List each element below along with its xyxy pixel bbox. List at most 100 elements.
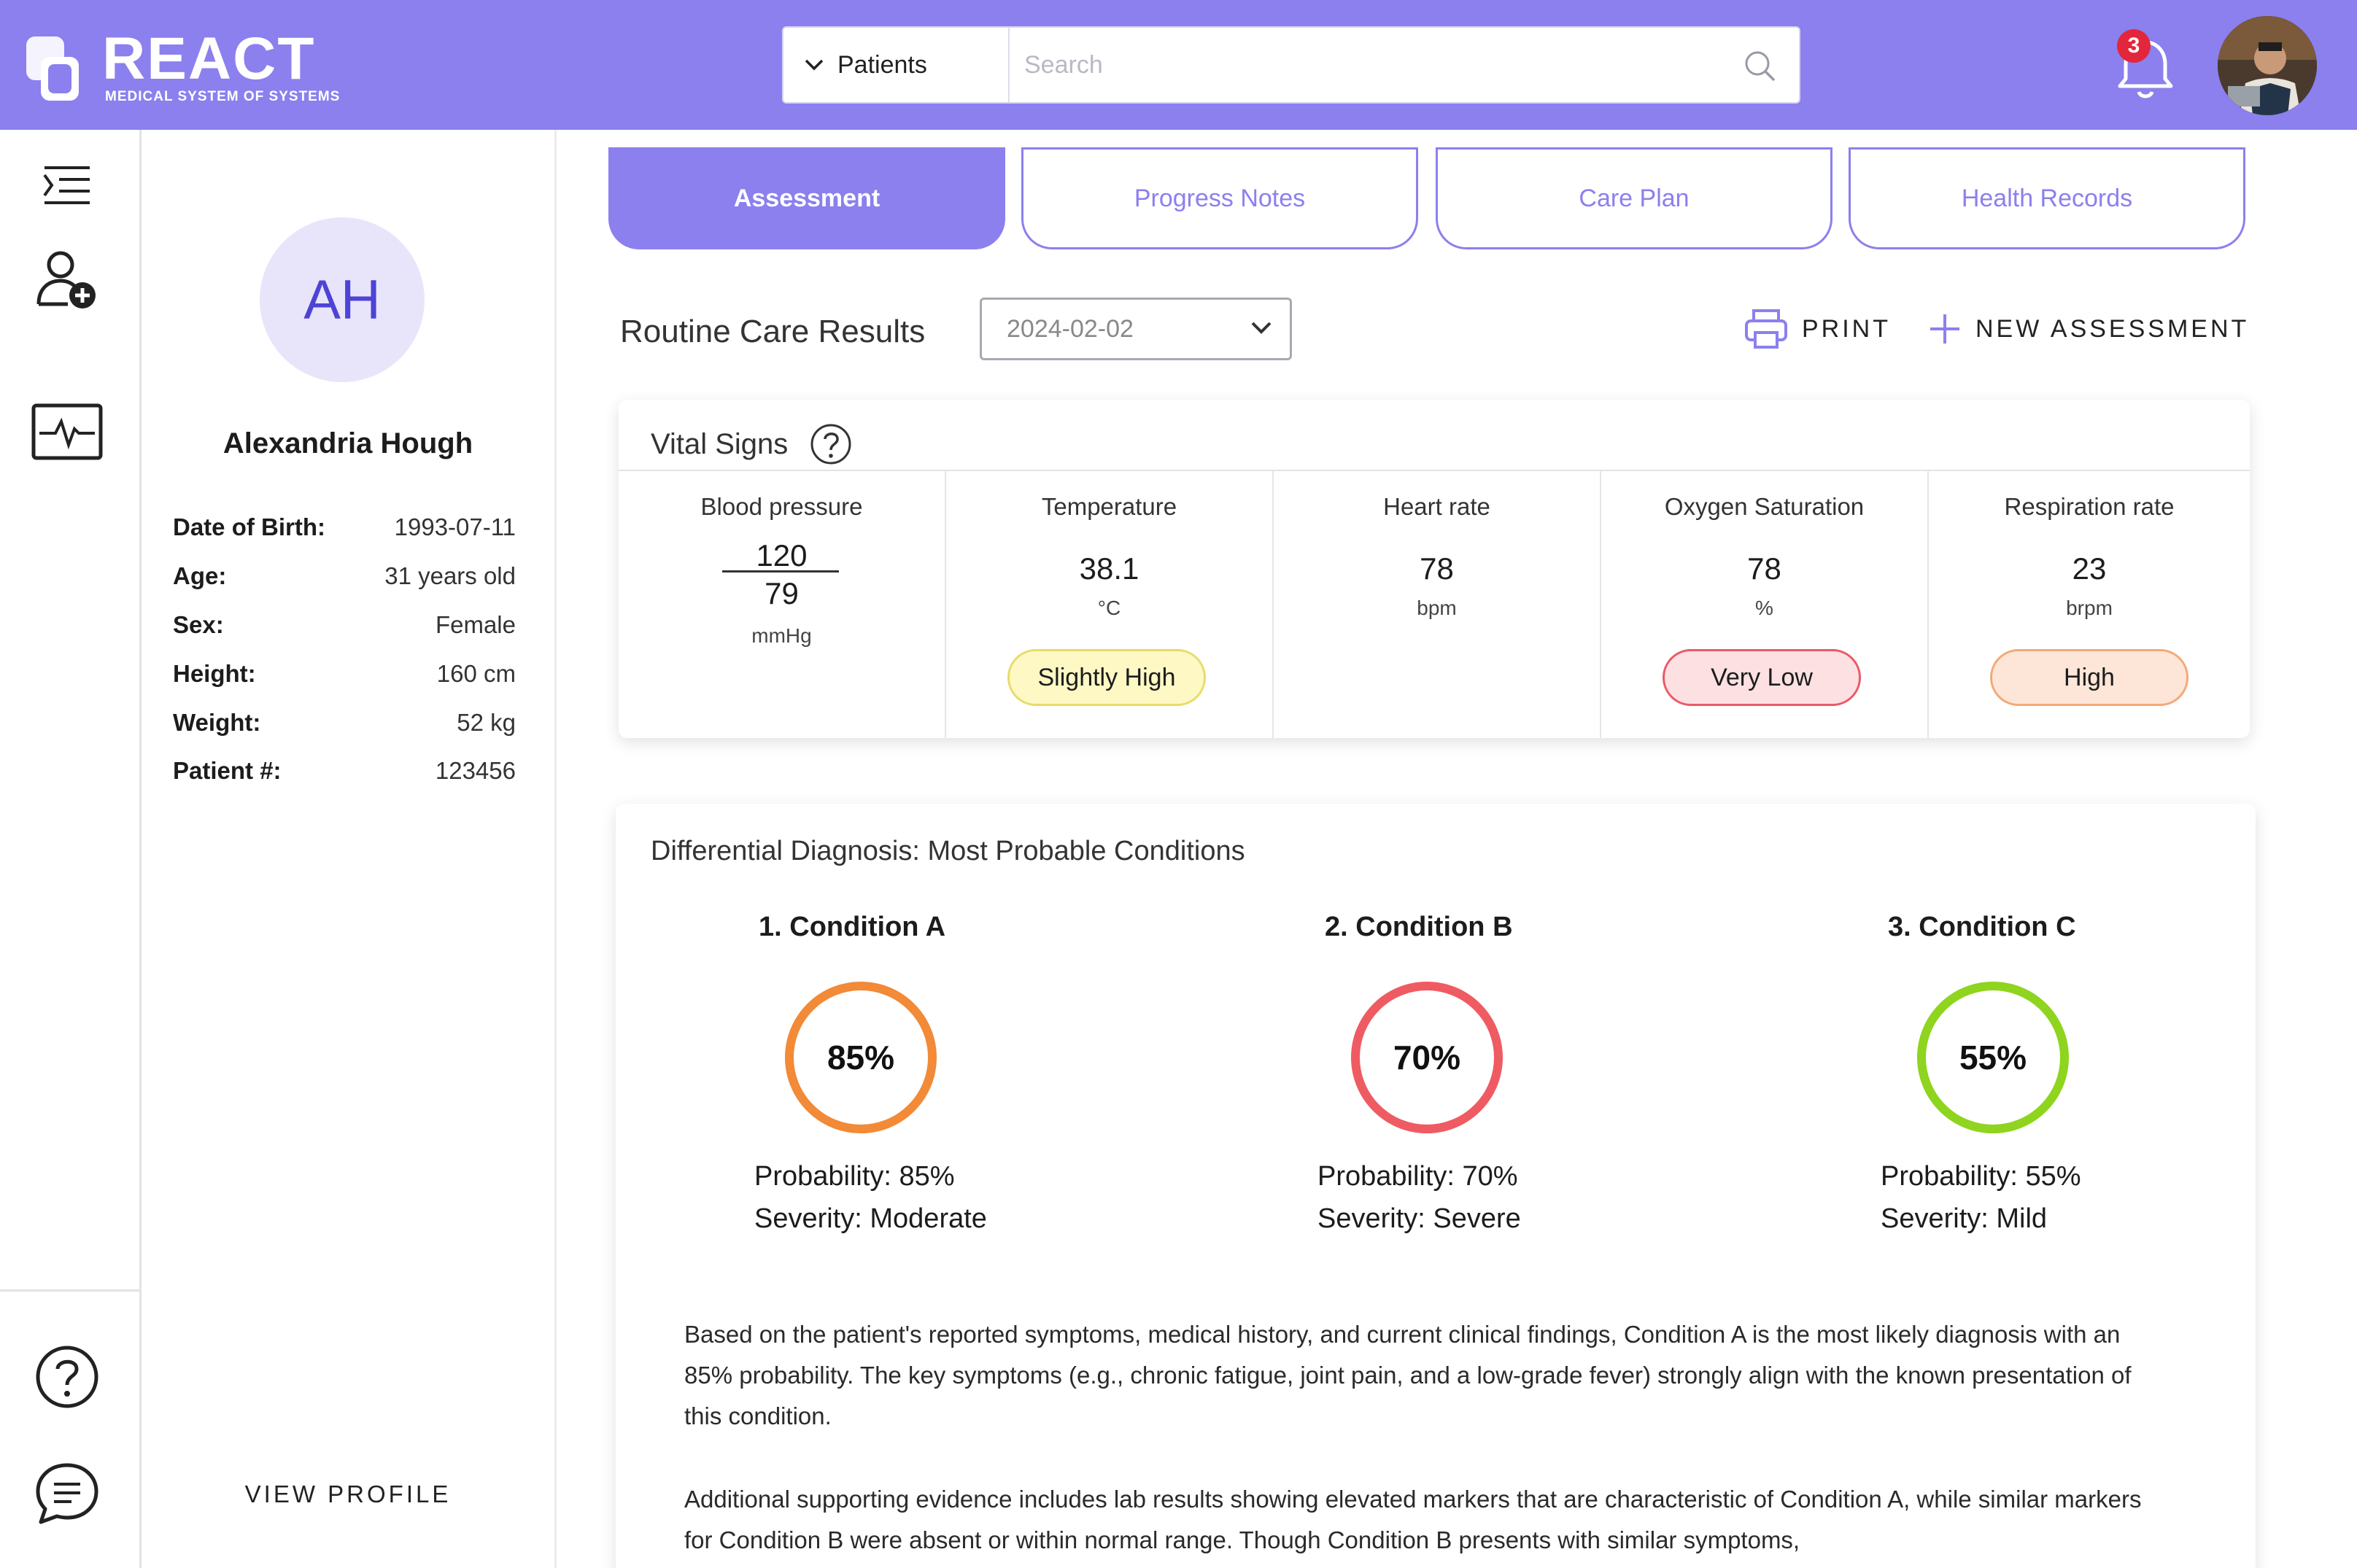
user-avatar[interactable] (2218, 16, 2317, 115)
app-subtitle: MEDICAL SYSTEM OF SYSTEMS (105, 89, 341, 104)
vital-value: 78 (1420, 551, 1454, 586)
vital-signs-header: Vital Signs (651, 413, 852, 476)
condition-severity: Severity: Mild (1881, 1203, 2048, 1234)
notification-count-badge: 3 (2117, 29, 2151, 63)
diagnosis-explanation-paragraph: Based on the patient's reported symptoms… (684, 1321, 2132, 1429)
search-input[interactable] (1024, 39, 1725, 90)
app-name: REACT (102, 26, 316, 92)
vital-value: 23 (2072, 551, 2107, 586)
vital-unit: % (1755, 597, 1773, 619)
left-navigation-rail (0, 130, 142, 1568)
bp-fraction-line (722, 570, 839, 573)
probability-ring-graphic (785, 982, 937, 1133)
vital-unit: bpm (1417, 597, 1457, 619)
chat-bubble-icon (36, 1463, 98, 1524)
tab-health-records[interactable]: Health Records (1849, 147, 2245, 249)
patient-info-row: Sex: Female (173, 607, 516, 643)
status-badge: High (1990, 649, 2188, 706)
probability-ring: 55% (1913, 977, 2073, 1138)
probability-percent: 55% (1959, 1039, 2027, 1076)
menu-collapse-icon (43, 166, 90, 204)
vital-value: 78 (1747, 551, 1781, 586)
probability-ring: 85% (781, 977, 941, 1138)
print-button[interactable]: PRINT (1743, 306, 1891, 352)
vital-unit: mmHg (751, 624, 812, 647)
search-icon[interactable] (1743, 50, 1777, 83)
probability-ring: 70% (1347, 977, 1507, 1138)
info-label: Age: (173, 562, 227, 589)
search-scope-label: Patients (837, 50, 927, 79)
add-patient-button[interactable] (29, 242, 105, 318)
condition-probability: Probability: 55% (1881, 1161, 2081, 1192)
info-value: 31 years old (384, 562, 516, 589)
info-label: Weight: (173, 709, 261, 736)
tab-care-plan[interactable]: Care Plan (1436, 147, 1832, 249)
info-label: Date of Birth: (173, 513, 325, 540)
vital-respiration-rate: Respiration rate 23 brpm High (1929, 471, 2250, 738)
condition-item: 1. Condition A 85% Probability: 85% Seve… (754, 912, 1134, 1234)
help-button[interactable] (29, 1339, 105, 1415)
vital-label: Blood pressure (700, 493, 863, 520)
vital-heart-rate: Heart rate 78 bpm (1274, 471, 1601, 738)
info-value: 123456 (435, 757, 516, 784)
condition-name: 3. Condition C (1888, 912, 2076, 942)
status-badge: Slightly High (1007, 649, 1206, 706)
condition-severity: Severity: Moderate (754, 1203, 987, 1234)
results-title: Routine Care Results (620, 314, 926, 349)
condition-probability: Probability: 70% (1317, 1161, 1518, 1192)
info-value: 52 kg (457, 709, 516, 736)
vital-oxygen-saturation: Oxygen Saturation 78 % Very Low (1601, 471, 1929, 738)
condition-name: 1. Condition A (759, 912, 946, 942)
condition-probability: Probability: 85% (754, 1161, 955, 1192)
chat-button[interactable] (29, 1456, 105, 1532)
print-label: PRINT (1802, 314, 1891, 343)
divider (619, 470, 2250, 471)
help-circle-icon (36, 1346, 98, 1408)
chevron-down-icon (1251, 322, 1272, 334)
help-circle-icon[interactable] (810, 423, 852, 465)
condition-details: Probability: 55% Severity: Mild (1881, 1155, 2081, 1240)
patient-summary-panel: AH Alexandria Hough Date of Birth: 1993-… (144, 130, 557, 1568)
vital-label: Respiration rate (2004, 493, 2175, 520)
rail-divider (0, 1289, 142, 1292)
tab-progress-notes[interactable]: Progress Notes (1021, 147, 1418, 249)
info-label: Height: (173, 660, 256, 687)
patient-initials-avatar: AH (260, 217, 425, 382)
search-bar: Patients (782, 26, 1800, 104)
vital-label: Heart rate (1383, 493, 1490, 520)
vital-signs-title: Vital Signs (651, 427, 789, 460)
printer-icon (1745, 309, 1787, 349)
patient-info-row: Age: 31 years old (173, 558, 516, 594)
vital-signs-card: Vital Signs Blood pressure 120 79 mmHg T… (619, 400, 2250, 738)
react-logo-icon (26, 36, 79, 101)
assessment-date-dropdown[interactable]: 2024-02-02 (980, 298, 1292, 360)
patient-info-row: Weight: 52 kg (173, 705, 516, 741)
search-scope-dropdown[interactable]: Patients (783, 28, 1010, 102)
info-label: Sex: (173, 611, 224, 638)
tab-assessment[interactable]: Assessment (608, 147, 1005, 249)
patient-name: Alexandria Hough (222, 427, 473, 459)
menu-toggle-button[interactable] (29, 147, 105, 223)
vital-unit: brpm (2066, 597, 2113, 619)
vitals-monitor-button[interactable] (29, 394, 105, 470)
condition-item: 2. Condition B 70% Probability: 70% Seve… (1317, 912, 1697, 1234)
probability-ring-graphic (1917, 982, 2069, 1133)
probability-percent: 85% (827, 1039, 895, 1076)
info-label: Patient #: (173, 757, 282, 784)
condition-item: 3. Condition C 55% Probability: 55% Seve… (1881, 912, 2260, 1234)
vital-label: Temperature (1041, 493, 1177, 520)
assessment-date-value: 2024-02-02 (1007, 314, 1134, 343)
vital-value: 38.1 (1079, 551, 1139, 586)
top-header: REACT MEDICAL SYSTEM OF SYSTEMS Patients… (0, 0, 2357, 130)
add-user-icon (36, 251, 96, 308)
diagnosis-title: Differential Diagnosis: Most Probable Co… (651, 836, 1245, 866)
info-value: Female (435, 611, 516, 638)
patient-info-row: Height: 160 cm (173, 656, 516, 692)
patient-info-row: Patient #: 123456 (173, 753, 516, 789)
condition-severity: Severity: Severe (1317, 1203, 1521, 1234)
differential-diagnosis-card: Differential Diagnosis: Most Probable Co… (616, 804, 2256, 1568)
plus-icon (1930, 314, 1959, 344)
monitor-pulse-icon (31, 403, 103, 460)
view-profile-link[interactable]: VIEW PROFILE (244, 1480, 452, 1507)
new-assessment-button[interactable]: NEW ASSESSMENT (1929, 306, 2249, 352)
